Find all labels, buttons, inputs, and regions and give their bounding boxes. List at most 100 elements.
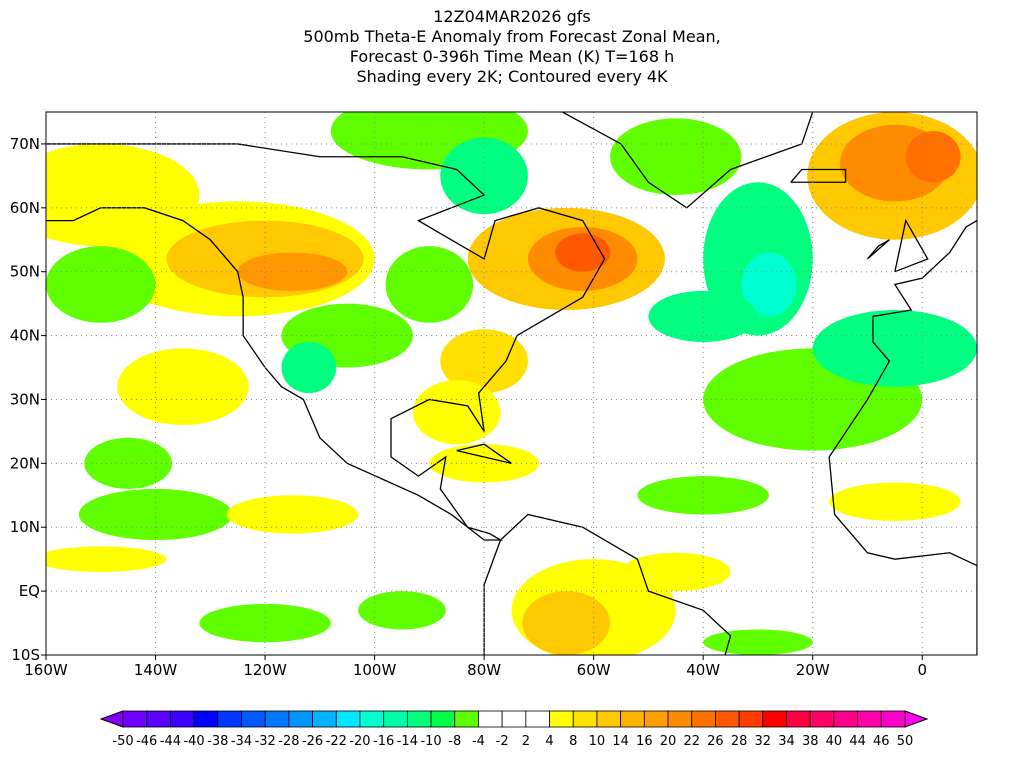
colorbar-label: 14: [612, 734, 629, 749]
title-line-variable: 500mb Theta-E Anomaly from Forecast Zona…: [303, 27, 721, 46]
x-axis-ticks: 160W 140W 120W 100W 80W 60W 40W 20W 0: [24, 655, 927, 679]
colorbar-label: -20: [349, 734, 370, 749]
anomaly-region: [117, 348, 249, 426]
colorbar-label: 28: [731, 734, 748, 749]
coastline: [828, 220, 977, 458]
colorbar-label: -16: [373, 734, 394, 749]
x-tick-label: 100W: [353, 661, 397, 679]
colorbar-label: -50: [112, 734, 133, 749]
anomaly-region: [199, 603, 331, 643]
x-tick-label: 40W: [686, 661, 720, 679]
colorbar-box: [762, 710, 787, 728]
colorbar-box: [880, 710, 906, 728]
colorbar-box: [738, 710, 764, 728]
colorbar-label: -34: [231, 734, 252, 749]
anomaly-region: [226, 495, 359, 534]
colorbar-box: [335, 710, 361, 728]
colorbar-box: [312, 710, 337, 728]
colorbar-box: [383, 710, 408, 728]
colorbar-label: -46: [136, 734, 157, 749]
colorbar-label: 22: [683, 734, 700, 749]
y-tick-label: 10S: [11, 646, 40, 664]
anomaly-region: [829, 482, 961, 521]
anomaly-region: [555, 233, 611, 272]
anomaly-region: [46, 246, 156, 323]
title-line-shading: Shading every 2K; Contoured every 4K: [356, 67, 668, 86]
colorbar-label: 32: [755, 734, 772, 749]
colorbar-box: [169, 710, 195, 728]
coastline: [828, 456, 977, 655]
colorbar-label: 26: [707, 734, 724, 749]
colorbar-box: [241, 710, 266, 728]
x-tick-label: 160W: [24, 661, 68, 679]
colorbar-label: -26: [302, 734, 323, 749]
anomaly-region: [78, 488, 233, 541]
title-line-forecast: Forecast 0-396h Time Mean (K) T=168 h: [349, 47, 675, 66]
colorbar-label: 34: [778, 734, 795, 749]
anomaly-region: [610, 118, 742, 196]
y-tick-label: 70N: [10, 135, 40, 153]
anomaly-region: [46, 546, 167, 572]
x-tick-label: 0: [917, 661, 927, 679]
anomaly-region: [812, 310, 977, 387]
colorbar-label: -10: [420, 734, 441, 749]
anomaly-region: [637, 476, 769, 515]
colorbar-box: [478, 710, 503, 728]
colorbar-label: 4: [545, 734, 553, 749]
colorbar-box: [146, 710, 171, 728]
colorbar-label: -28: [278, 734, 299, 749]
colorbar-box: [122, 710, 148, 728]
colorbar-box: [715, 710, 740, 728]
colorbar-label: 38: [802, 734, 819, 749]
gridlines: [46, 112, 977, 655]
colorbar-label: -22: [326, 734, 347, 749]
colorbar-arrow-high: [904, 710, 929, 728]
colorbar-label: 50: [897, 734, 914, 749]
anomaly-region: [358, 591, 446, 630]
colorbar-label: 10: [589, 734, 606, 749]
plot-frame: [45, 111, 978, 656]
colorbar-label: -14: [397, 734, 418, 749]
anomaly-shading: [46, 112, 977, 655]
anomaly-region: [237, 252, 348, 291]
colorbar-box: [572, 710, 598, 728]
coastline: [790, 168, 847, 183]
x-tick-label: 20W: [796, 661, 830, 679]
anomaly-region: [412, 380, 501, 445]
colorbar-box: [430, 710, 456, 728]
colorbar-box: [691, 710, 716, 728]
colorbar-box: [596, 710, 622, 728]
colorbar-label: 8: [569, 734, 577, 749]
coastline: [46, 143, 606, 541]
title-line-date-model: 12Z04MAR2026 gfs: [433, 7, 591, 26]
y-tick-label: 60N: [10, 199, 40, 217]
anomaly-region: [522, 591, 611, 655]
y-tick-label: 30N: [10, 390, 40, 408]
colorbar-box: [359, 710, 385, 728]
colorbar-label: -38: [207, 734, 228, 749]
colorbar-box: [264, 710, 290, 728]
y-tick-label: 40N: [10, 327, 40, 345]
y-tick-label: 50N: [10, 263, 40, 281]
colorbar-box: [786, 710, 811, 728]
anomaly-region: [440, 137, 528, 215]
colorbar-box: [833, 710, 859, 728]
anomaly-region: [741, 252, 797, 317]
x-tick-label: 60W: [577, 661, 611, 679]
colorbar-box: [217, 710, 242, 728]
colorbar-label: 16: [636, 734, 653, 749]
colorbar-box: [809, 710, 835, 728]
coastline: [560, 112, 814, 209]
y-axis-ticks: 10S EQ 10N 20N 30N 40N 50N 60N 70N: [10, 135, 46, 664]
colorbar-box: [643, 710, 669, 728]
colorbar-label: -44: [160, 734, 181, 749]
colorbar-box: [525, 710, 550, 728]
y-tick-label: 20N: [10, 454, 40, 472]
colorbar-label: -8: [448, 734, 461, 749]
x-tick-label: 120W: [243, 661, 287, 679]
anomaly-region: [905, 131, 961, 183]
colorbar-label: -4: [472, 734, 485, 749]
anomaly-region: [385, 246, 474, 323]
colorbar-box: [549, 710, 574, 728]
